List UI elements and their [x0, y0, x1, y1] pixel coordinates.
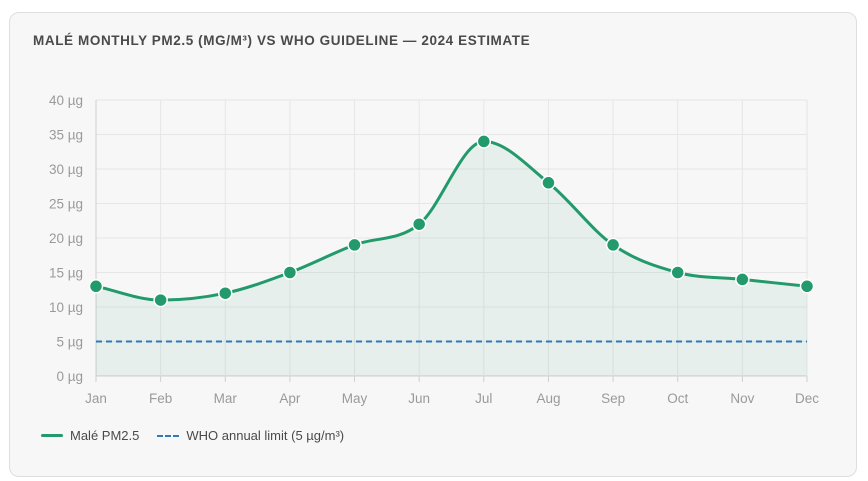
x-tick-label: Feb [149, 391, 172, 406]
data-point [411, 216, 427, 232]
y-tick-label: 20 µg [49, 231, 83, 246]
x-tick-label: Oct [667, 391, 688, 406]
y-tick-label: 5 µg [56, 335, 83, 350]
y-tick-label: 30 µg [49, 162, 83, 177]
x-tick-label: Jan [85, 391, 107, 406]
data-point [605, 237, 621, 253]
y-tick-label: 40 µg [49, 93, 83, 108]
x-tick-label: Dec [795, 391, 819, 406]
x-tick-label: Nov [730, 391, 754, 406]
data-point [88, 279, 104, 294]
y-tick-label: 25 µg [49, 197, 83, 212]
x-tick-label: Mar [214, 391, 238, 406]
data-point [541, 175, 556, 191]
legend-label-series: Malé PM2.5 [70, 428, 140, 443]
data-point [153, 292, 168, 308]
y-tick-label: 10 µg [49, 300, 83, 315]
legend-swatch-guideline [157, 434, 180, 437]
legend-item-series[interactable]: Malé PM2.5 [41, 428, 139, 443]
legend-label-guideline: WHO annual limit (5 µg/m³) [186, 428, 345, 443]
x-tick-label: Apr [279, 391, 301, 406]
tick-label-layer: 0 µg 5 µg 10 µg 15 µg 20 µg 25 µg 30 µg 35 µg 40… [49, 93, 819, 406]
series-area-fill [96, 141, 807, 376]
data-point [218, 285, 233, 301]
y-tick-label: 15 µg [49, 266, 83, 281]
legend-item-guideline[interactable]: WHO annual limit (5 µg/m³) [157, 428, 344, 443]
data-point [735, 272, 750, 287]
data-point [799, 279, 815, 294]
y-tick-label: 35 µg [49, 128, 83, 143]
x-tick-label: Jun [408, 391, 430, 406]
data-point [670, 265, 685, 280]
x-tick-label: May [342, 391, 368, 406]
x-tick-label: Aug [536, 391, 560, 406]
y-tick-label: 0 µg [56, 369, 83, 384]
legend: Malé PM2.5 WHO annual limit (5 µg/m³) [41, 428, 362, 443]
series-points-layer [88, 134, 815, 308]
area-layer [96, 141, 807, 376]
chart-title: MALÉ MONTHLY PM2.5 (MG/M³) VS WHO GUIDEL… [33, 33, 531, 48]
data-point [476, 134, 492, 149]
grid-layer [95, 99, 808, 382]
x-tick-label: Jul [475, 391, 492, 406]
data-point [347, 237, 362, 253]
data-point [282, 265, 298, 280]
x-tick-label: Sep [601, 391, 625, 406]
legend-swatch-series [41, 434, 63, 437]
chart-card [9, 12, 857, 477]
